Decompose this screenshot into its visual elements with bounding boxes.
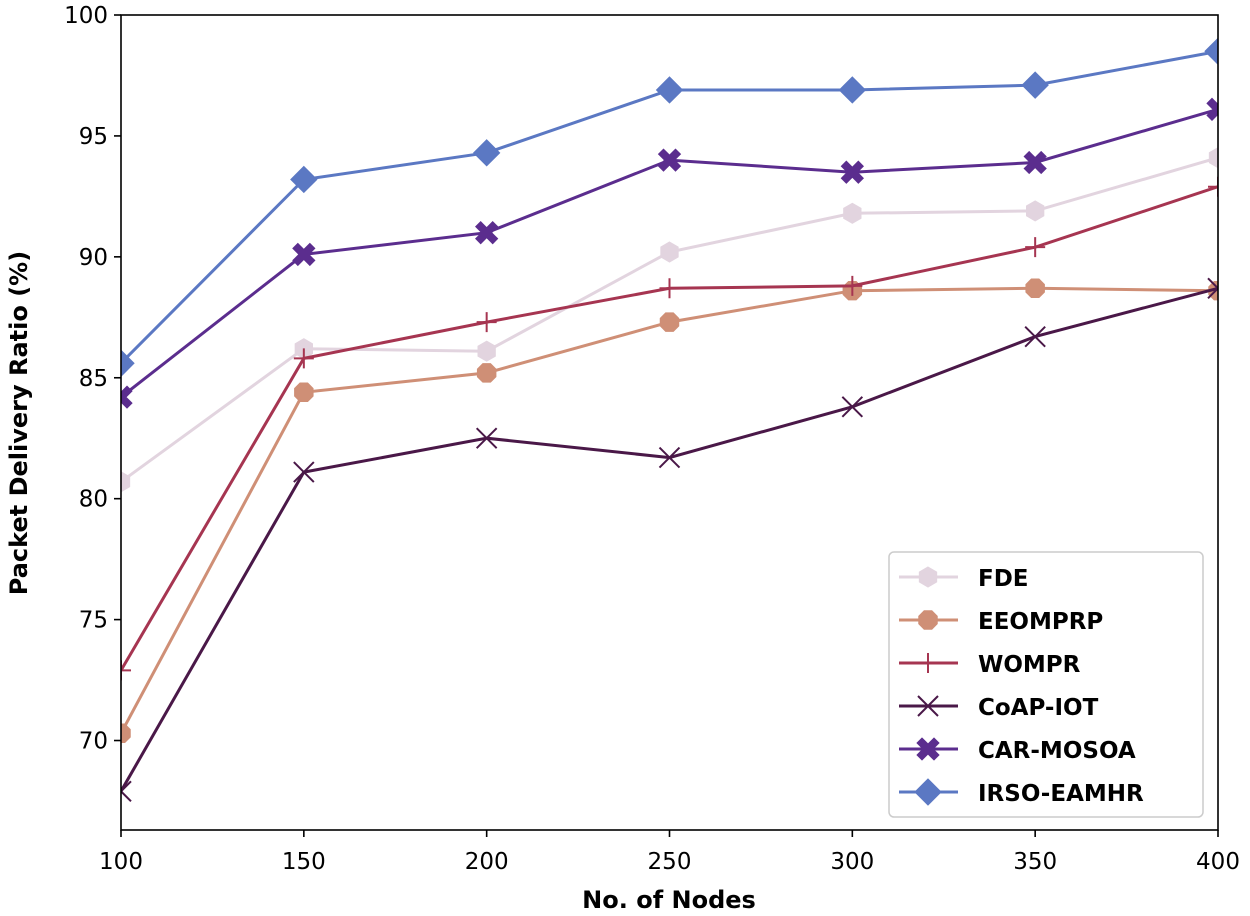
data-point-coap-iot <box>121 780 132 803</box>
legend-item-car-mosoa: CAR-MOSOA <box>899 737 1136 764</box>
legend: FDE EEOMPRP WOMPR CoAP-IOT CAR-MOSOA IRSO-EAM… <box>888 551 1204 818</box>
legend-marker <box>918 610 938 630</box>
y-tick-label: 100 <box>64 3 108 29</box>
data-point-fde <box>843 202 862 224</box>
series-layer <box>121 37 1218 803</box>
data-point-irso-eamhr <box>121 349 135 377</box>
series-coap-iot <box>121 277 1218 803</box>
data-point-eeomprp <box>476 363 497 383</box>
x-tick-label: 350 <box>1013 849 1057 875</box>
data-point-irso-eamhr <box>1204 37 1218 65</box>
y-tick-label: 95 <box>79 124 108 150</box>
data-point-coap-iot <box>841 396 864 418</box>
legend-label: EEOMPRP <box>978 609 1103 635</box>
data-point-fde <box>1208 147 1218 169</box>
data-point-irso-eamhr <box>838 76 867 104</box>
x-tick-label: 250 <box>648 849 692 875</box>
y-axis: 70 75 80 85 90 95 100 <box>64 3 121 755</box>
legend-label: IRSO-EAMHR <box>978 781 1144 807</box>
data-point-irso-eamhr <box>290 165 318 194</box>
series-car-mosoa <box>121 97 1218 409</box>
data-point-wompr <box>1025 237 1046 258</box>
data-point-fde <box>660 241 679 263</box>
data-point-coap-iot <box>475 427 498 449</box>
x-tick-label: 100 <box>99 849 143 875</box>
data-point-eeomprp <box>121 723 131 744</box>
data-point-car-mosoa <box>840 160 864 184</box>
data-point-coap-iot <box>293 461 315 483</box>
data-point-irso-eamhr <box>655 76 684 104</box>
data-point-fde <box>1026 200 1045 222</box>
data-point-eeomprp <box>659 312 680 332</box>
data-point-fde <box>477 340 496 362</box>
data-point-irso-eamhr <box>1021 71 1049 99</box>
data-point-coap-iot <box>1207 277 1218 299</box>
data-point-wompr <box>842 275 863 296</box>
data-point-car-mosoa <box>657 148 682 172</box>
y-tick-label: 90 <box>79 245 108 271</box>
legend-item-fde: FDE <box>899 566 1029 592</box>
series-irso-eamhr <box>121 37 1218 377</box>
data-point-wompr <box>659 278 680 299</box>
data-point-eeomprp <box>1025 278 1045 299</box>
data-point-car-mosoa <box>121 385 133 409</box>
data-point-wompr <box>121 660 131 681</box>
series-wompr <box>121 176 1218 681</box>
legend-marker <box>918 566 938 588</box>
data-point-wompr <box>293 348 314 369</box>
legend-item-eeomprp: EEOMPRP <box>899 609 1103 635</box>
data-point-coap-iot <box>658 446 681 469</box>
y-tick-label: 70 <box>79 729 108 755</box>
legend-box <box>888 551 1204 818</box>
legend-label: CAR-MOSOA <box>978 738 1136 764</box>
x-tick-label: 300 <box>830 849 874 875</box>
legend-marker <box>916 737 940 761</box>
x-tick-label: 200 <box>465 849 509 875</box>
x-tick-label: 400 <box>1196 849 1240 875</box>
legend-marker <box>917 695 939 717</box>
data-point-fde <box>121 471 131 493</box>
data-point-coap-iot <box>1024 325 1046 348</box>
y-tick-label: 80 <box>79 487 108 513</box>
y-tick-label: 75 <box>79 608 108 634</box>
data-point-wompr <box>1208 176 1218 197</box>
legend-marker <box>914 778 942 806</box>
data-point-car-mosoa <box>1023 150 1047 175</box>
data-point-car-mosoa <box>1206 97 1218 121</box>
x-axis-title: No. of Nodes <box>582 886 756 914</box>
legend-label: CoAP-IOT <box>978 695 1099 721</box>
legend-item-wompr: WOMPR <box>899 652 1081 678</box>
legend-label: WOMPR <box>978 652 1081 678</box>
x-axis: 100 150 200 250 300 350 400 <box>99 830 1240 875</box>
data-point-eeomprp <box>294 382 314 403</box>
data-point-car-mosoa <box>475 220 499 245</box>
legend-marker <box>918 653 938 673</box>
x-tick-label: 150 <box>282 849 326 875</box>
y-tick-label: 85 <box>79 366 108 392</box>
legend-item-irso-eamhr: IRSO-EAMHR <box>899 778 1144 807</box>
legend-item-coap-iot: CoAP-IOT <box>899 695 1099 721</box>
legend-label: FDE <box>978 566 1029 592</box>
data-point-irso-eamhr <box>472 139 501 167</box>
data-point-wompr <box>476 312 497 333</box>
data-point-car-mosoa <box>292 242 316 267</box>
y-axis-title: Packet Delivery Ratio (%) <box>5 251 33 595</box>
